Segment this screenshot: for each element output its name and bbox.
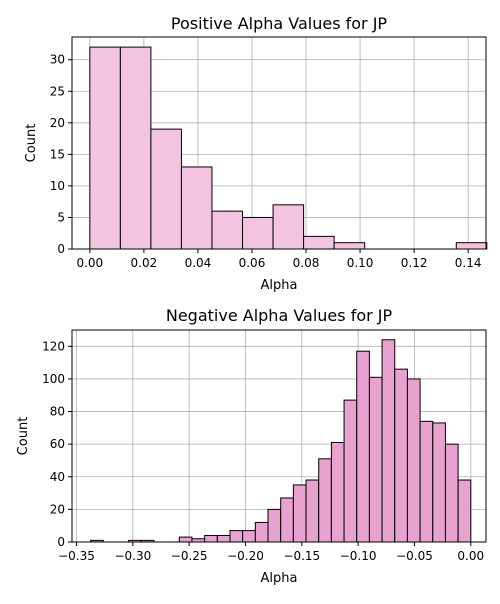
histogram-bar [292, 484, 307, 543]
histogram-bar [330, 442, 345, 543]
histogram-bar [432, 422, 446, 543]
x-tick-label: 0.10 [347, 256, 374, 270]
y-tick-label: 0 [57, 242, 65, 256]
x-axis-label: Alpha [261, 571, 298, 586]
histogram-bar [356, 350, 370, 543]
x-tick-label: −0.05 [396, 549, 433, 563]
chart-title: Negative Alpha Values for JP [166, 306, 393, 325]
y-tick-label: 60 [50, 437, 65, 451]
positive-alpha-histogram: 0.00 0.02 0.04 0.06 0.08 0.10 0.12 0.14 0 5 10 15 20… [24, 14, 488, 293]
histogram-bar [343, 399, 358, 543]
y-tick-label: 40 [50, 470, 65, 484]
y-tick-label: 0 [57, 535, 65, 549]
histogram-bar [119, 46, 152, 250]
y-tick-label: 5 [57, 210, 65, 224]
x-tick-label: 0.04 [185, 256, 212, 270]
histogram-bar [381, 339, 396, 543]
y-tick-label: 20 [50, 502, 65, 516]
x-tick-label: 0.14 [455, 256, 482, 270]
x-tick-label: −0.30 [114, 549, 151, 563]
y-tick-label: 30 [50, 53, 65, 67]
histogram-bar [211, 210, 244, 250]
y-tick-label: 15 [50, 147, 65, 161]
histogram-bar [242, 530, 256, 543]
histogram-bar [455, 242, 488, 250]
histogram-bar [254, 521, 269, 543]
histogram-bar [419, 420, 434, 543]
histogram-bar [305, 479, 320, 543]
histogram-bar [216, 534, 231, 543]
x-tick-label: −0.15 [283, 549, 320, 563]
x-tick-label: −0.25 [171, 549, 208, 563]
axes-frame [71, 36, 487, 250]
x-tick-label: 0.00 [457, 549, 484, 563]
x-tick-label: −0.20 [227, 549, 264, 563]
negative-alpha-histogram: −0.35 −0.30 −0.25 −0.20 −0.15 −0.10 −0.05 0.00 0… [16, 306, 487, 586]
y-axis-label: Count [16, 417, 31, 456]
histogram-bar [444, 443, 459, 543]
histogram-bar [267, 508, 282, 543]
y-tick-label: 20 [50, 116, 65, 130]
y-axis-label: Count [24, 124, 39, 163]
histogram-bar [89, 46, 121, 250]
y-tick-label: 120 [42, 339, 65, 353]
histogram-bar [318, 458, 332, 543]
x-tick-label: −0.10 [340, 549, 377, 563]
x-tick-label: 0.08 [293, 256, 320, 270]
histogram-bar [204, 534, 218, 543]
histogram-bar [150, 128, 182, 250]
y-tick-label: 25 [50, 84, 65, 98]
x-tick-label: 0.02 [131, 256, 158, 270]
histogram-bar [272, 204, 305, 250]
histogram-bar [229, 530, 244, 543]
x-tick-label: −0.35 [58, 549, 95, 563]
histogram-bar [394, 368, 408, 543]
histogram-bar [178, 536, 193, 543]
histogram-bar [280, 497, 294, 543]
x-axis-label: Alpha [261, 278, 298, 293]
histogram-bar [406, 378, 421, 543]
histogram-bar [368, 376, 383, 543]
axes-frame [71, 329, 487, 543]
x-tick-label: 0.06 [239, 256, 266, 270]
y-tick-label: 100 [42, 372, 65, 386]
histogram-bar [333, 242, 366, 250]
chart-title: Positive Alpha Values for JP [171, 14, 388, 33]
y-tick-label: 10 [50, 179, 65, 193]
histogram-bar [303, 235, 335, 250]
histogram-bar [242, 216, 274, 250]
histogram-bar [457, 479, 472, 543]
histogram-bar [180, 166, 213, 250]
x-tick-label: 0.00 [76, 256, 103, 270]
x-tick-label: 0.12 [401, 256, 428, 270]
y-tick-label: 80 [50, 405, 65, 419]
